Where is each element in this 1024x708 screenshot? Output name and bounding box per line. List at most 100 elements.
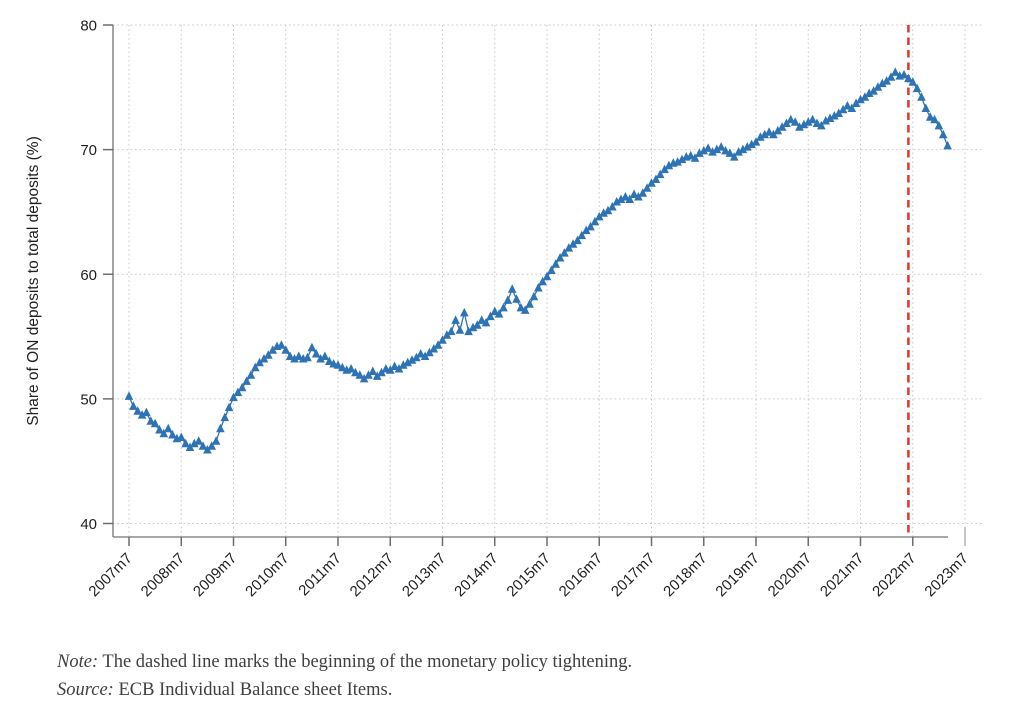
- x-axis-tick-labels: 2007m7 2008m7 2009m7 2010m7 2011m7 2012m7 2013…: [85, 550, 971, 600]
- data-point: [364, 370, 373, 379]
- data-point: [634, 192, 643, 201]
- data-point: [255, 357, 264, 367]
- data-point: [325, 356, 334, 365]
- data-point: [142, 407, 151, 417]
- data-point: [921, 103, 931, 112]
- data-point: [551, 259, 560, 268]
- data-point: [878, 78, 887, 88]
- data-point: [320, 351, 330, 360]
- x-tick-label: 2011m7: [295, 550, 345, 600]
- data-point: [303, 352, 312, 362]
- figure-notes: Note: The dashed line marks the beginnin…: [57, 649, 1024, 705]
- data-point: [747, 139, 756, 149]
- data-point: [642, 183, 652, 192]
- y-tick-label: 40: [80, 516, 97, 533]
- data-point: [821, 116, 830, 125]
- x-tick-label: 2018m7: [660, 550, 710, 600]
- data-point: [529, 291, 539, 301]
- y-axis-tick-labels: 40 50 60 70 80: [80, 18, 97, 534]
- x-tick-label: 2010m7: [242, 550, 292, 600]
- data-point: [673, 157, 682, 166]
- data-point: [416, 349, 425, 358]
- data-point: [938, 129, 948, 139]
- source-line: Source: ECB Individual Balance sheet Ite…: [57, 677, 1024, 705]
- data-point: [399, 360, 408, 369]
- data-series: [124, 67, 952, 454]
- data-point: [799, 119, 809, 129]
- data-point: [899, 69, 909, 79]
- data-point: [242, 376, 251, 385]
- data-point: [834, 108, 843, 117]
- data-point: [520, 305, 530, 314]
- data-point: [198, 441, 208, 450]
- data-point: [603, 205, 613, 215]
- data-point: [699, 145, 708, 155]
- data-point: [769, 129, 778, 139]
- data-point: [359, 373, 369, 383]
- data-point: [625, 194, 634, 203]
- data-point: [616, 194, 626, 203]
- data-point: [355, 370, 365, 379]
- data-point: [394, 364, 404, 373]
- data-point: [612, 197, 621, 206]
- axes: [103, 24, 966, 546]
- data-point: [499, 302, 508, 312]
- data-point: [438, 335, 447, 344]
- data-point: [708, 147, 717, 156]
- data-point: [581, 225, 591, 235]
- data-point: [721, 145, 730, 155]
- data-point: [817, 120, 826, 130]
- data-point: [181, 438, 190, 448]
- data-point: [664, 160, 674, 170]
- data-point: [764, 127, 774, 136]
- data-point: [481, 317, 491, 327]
- data-point: [738, 144, 748, 154]
- data-point: [259, 354, 269, 363]
- data-point: [377, 367, 386, 377]
- x-tick-label: 2012m7: [347, 550, 397, 600]
- data-point: [220, 412, 230, 422]
- data-point: [207, 441, 216, 450]
- data-point: [281, 345, 291, 354]
- data-point: [773, 125, 783, 135]
- data-point: [651, 174, 661, 183]
- data-point: [403, 357, 412, 367]
- data-point: [464, 326, 473, 336]
- y-tick-label: 60: [80, 267, 97, 284]
- data-point: [124, 391, 134, 400]
- data-point: [838, 104, 848, 114]
- data-point: [790, 117, 800, 126]
- data-point: [294, 351, 304, 360]
- source-label: Source:: [57, 679, 114, 700]
- data-point: [159, 428, 169, 438]
- data-point: [277, 340, 286, 349]
- data-point: [734, 147, 743, 156]
- y-tick-label: 70: [80, 142, 97, 159]
- data-point: [782, 118, 791, 127]
- data-point: [194, 436, 203, 445]
- data-point: [629, 189, 639, 198]
- data-point: [555, 253, 565, 262]
- data-point: [860, 92, 870, 101]
- data-point: [129, 401, 138, 410]
- data-point: [407, 355, 417, 364]
- data-point: [882, 76, 891, 85]
- data-point: [690, 153, 700, 162]
- data-point: [316, 354, 325, 363]
- data-point: [146, 416, 156, 425]
- data-point: [760, 129, 769, 139]
- x-tick-label: 2014m7: [451, 550, 501, 600]
- data-point: [725, 148, 735, 157]
- y-axis-title: Share of ON deposits to total deposits (…: [25, 136, 42, 425]
- data-point: [351, 367, 360, 377]
- data-point: [608, 202, 617, 211]
- data-point: [904, 73, 913, 83]
- data-point: [542, 271, 552, 281]
- data-point: [477, 315, 486, 324]
- data-point: [712, 144, 722, 154]
- data-point: [917, 92, 926, 101]
- x-tick-label: 2020m7: [765, 550, 815, 600]
- data-point: [786, 114, 796, 124]
- data-point: [237, 382, 247, 392]
